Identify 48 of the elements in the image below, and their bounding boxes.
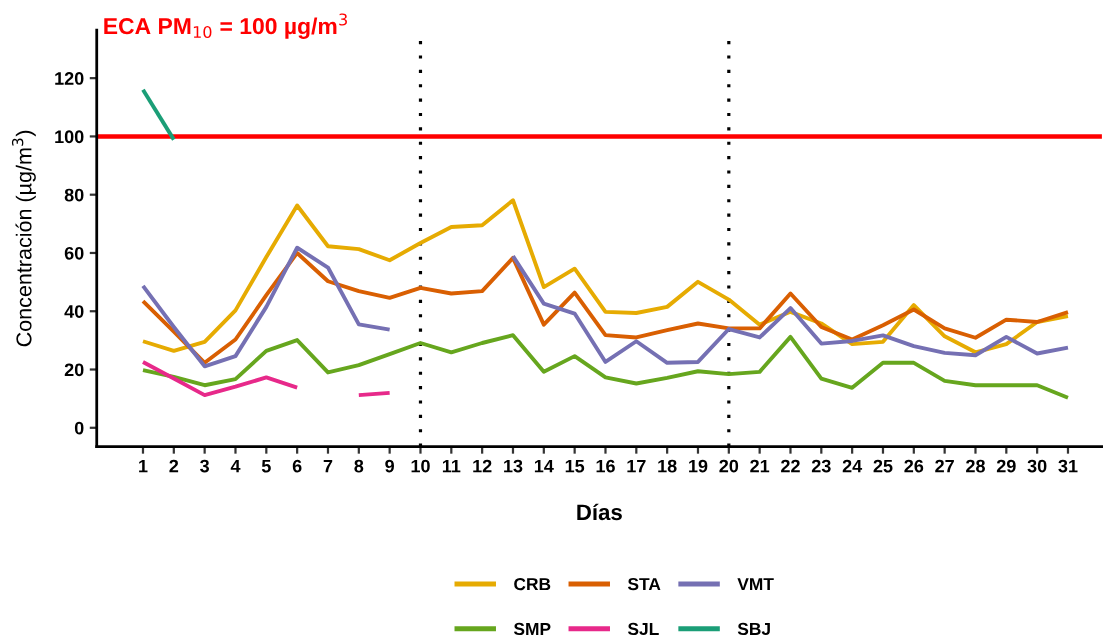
x-tick-label: 29 xyxy=(996,459,1016,473)
legend-label: SBJ xyxy=(737,622,770,636)
x-tick-label: 16 xyxy=(596,459,615,473)
x-tick-label: 14 xyxy=(534,459,554,473)
x-tick-label: 12 xyxy=(473,459,492,473)
x-tick-label: 10 xyxy=(411,459,430,473)
x-tick-label: 21 xyxy=(750,459,770,473)
x-tick-label: 8 xyxy=(354,459,364,473)
x-tick-label: 2 xyxy=(169,459,179,473)
y-tick-label: 120 xyxy=(55,72,84,85)
y-axis-title: Concentración (µg/m$^{3}$) xyxy=(11,130,36,347)
x-axis-title: Días xyxy=(577,503,622,521)
x-tick-label: 18 xyxy=(658,459,677,473)
x-tick-label: 15 xyxy=(565,459,585,473)
line-series xyxy=(141,333,1070,400)
x-tick-label: 24 xyxy=(842,459,863,473)
x-tick-label: 30 xyxy=(1027,459,1047,473)
legend-label: CRB xyxy=(514,577,551,591)
ref-line-label: ECA PM$_{10}$ = 100 µg/m$^{3}$ xyxy=(104,13,347,39)
x-tick-label: 28 xyxy=(966,459,985,473)
x-tick-label: 1 xyxy=(139,459,148,473)
y-tick-label: 20 xyxy=(64,363,84,377)
y-tick-label: 0 xyxy=(74,421,84,435)
x-tick-label: 25 xyxy=(873,459,893,473)
x-tick-label: 27 xyxy=(935,459,954,473)
x-tick-label: 3 xyxy=(200,459,210,473)
x-tick-label: 4 xyxy=(230,459,241,473)
x-tick-label: 5 xyxy=(261,459,271,473)
legend-label: SJL xyxy=(627,622,659,636)
x-tick-label: 11 xyxy=(442,459,461,473)
x-tick-label: 13 xyxy=(504,459,523,473)
x-tick-label: 7 xyxy=(323,459,333,473)
y-tick-label: 80 xyxy=(64,188,84,202)
x-tick-label: 9 xyxy=(385,459,394,473)
legend-label: SMP xyxy=(513,622,551,636)
x-tick-label: 17 xyxy=(627,459,646,473)
x-tick-label: 20 xyxy=(719,459,739,473)
x-tick-label: 22 xyxy=(781,459,800,473)
x-tick-label: 19 xyxy=(689,459,708,473)
y-tick-label: 40 xyxy=(64,305,84,318)
x-tick-label: 6 xyxy=(292,459,302,473)
x-tick-label: 31 xyxy=(1058,459,1078,473)
y-tick-label: 100 xyxy=(55,130,84,144)
legend-label: VMT xyxy=(737,578,774,591)
y-tick-label: 60 xyxy=(64,246,84,260)
legend-label: STA xyxy=(627,577,661,591)
x-tick-label: 26 xyxy=(904,459,924,473)
x-tick-label: 23 xyxy=(811,459,831,473)
